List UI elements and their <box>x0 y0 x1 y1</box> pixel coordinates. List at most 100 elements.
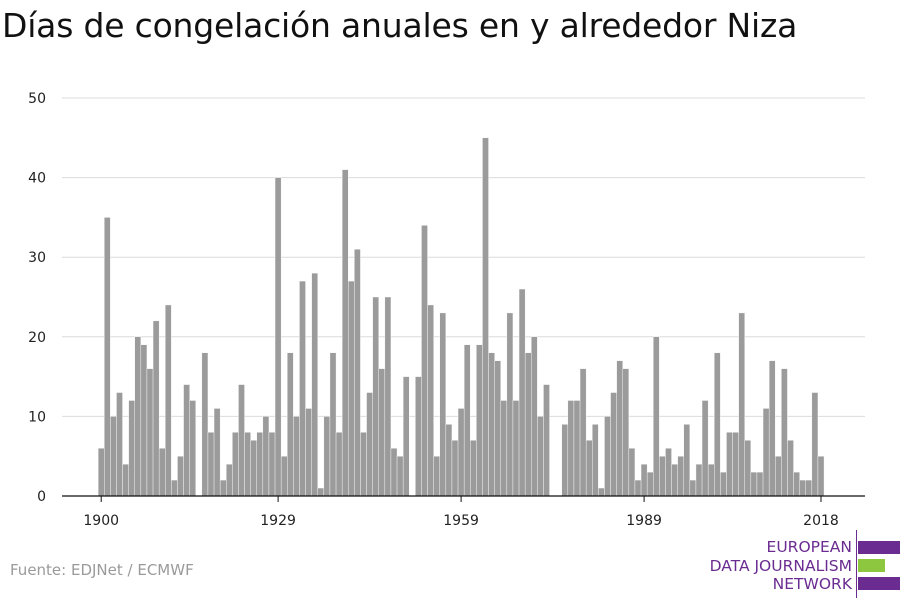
bar-1930 <box>280 456 288 497</box>
bar-2001 <box>714 352 721 497</box>
bar-1958 <box>451 440 459 497</box>
x-tick-label: 1959 <box>443 513 479 529</box>
bar-1915 <box>189 400 196 497</box>
bar-1996 <box>683 424 691 497</box>
bar-2016 <box>805 479 813 497</box>
bar-1957 <box>445 424 453 497</box>
x-tick-label: 2018 <box>803 513 839 529</box>
bar-1960 <box>463 344 471 497</box>
y-tick-label: 30 <box>28 250 46 266</box>
bar-1902 <box>110 416 117 497</box>
bar-1945 <box>372 296 379 497</box>
bar-1944 <box>366 392 373 497</box>
bar-1938 <box>329 352 337 497</box>
bar-2011 <box>775 456 782 497</box>
logo-divider <box>856 530 857 598</box>
bar-1907 <box>140 344 148 497</box>
bar-1981 <box>592 424 599 497</box>
bar-1979 <box>579 368 587 497</box>
bar-1948 <box>390 448 398 497</box>
bar-1953 <box>421 225 428 497</box>
y-tick-label: 20 <box>28 330 46 346</box>
y-tick-label: 0 <box>37 489 46 505</box>
bar-2005 <box>738 312 745 497</box>
bar-1928 <box>268 432 276 497</box>
x-tick-label: 1989 <box>626 513 662 529</box>
bar-1993 <box>665 448 672 497</box>
bar-2014 <box>793 471 800 497</box>
bar-1964 <box>488 352 495 497</box>
y-tick-label: 10 <box>28 409 46 425</box>
bar-1935 <box>311 272 318 497</box>
bar-1908 <box>146 368 154 497</box>
bar-1924 <box>244 432 251 497</box>
bar-1920 <box>219 479 227 497</box>
y-tick-label: 50 <box>28 91 46 107</box>
bar-1947 <box>384 296 392 497</box>
bar-1998 <box>695 463 703 497</box>
x-tick-label: 1929 <box>260 513 296 529</box>
bar-1919 <box>213 408 221 497</box>
bar-1992 <box>659 456 666 497</box>
bar-1946 <box>378 368 386 497</box>
bar-1990 <box>646 471 654 497</box>
bar-1943 <box>360 432 367 497</box>
bar-1932 <box>293 416 300 497</box>
bar-1914 <box>183 384 190 497</box>
bar-1933 <box>299 280 306 497</box>
bar-1909 <box>152 320 160 497</box>
bar-1937 <box>323 416 331 497</box>
bar-1984 <box>610 392 617 497</box>
bar-2017 <box>811 392 819 497</box>
bars <box>97 137 825 497</box>
bar-2010 <box>768 360 776 497</box>
bar-1965 <box>494 360 501 497</box>
bar-1985 <box>616 360 623 497</box>
bar-1931 <box>287 352 294 497</box>
logo-bar-green <box>858 559 885 572</box>
bar-1962 <box>476 344 483 497</box>
source-note: Fuente: EDJNet / ECMWF <box>10 561 194 579</box>
bar-1970 <box>524 352 532 497</box>
bar-1913 <box>177 456 184 497</box>
bar-1973 <box>543 384 550 497</box>
bar-1927 <box>262 416 270 497</box>
bar-1954 <box>427 304 434 497</box>
bar-1963 <box>482 137 489 497</box>
bar-1929 <box>274 177 282 497</box>
bar-1987 <box>628 448 636 497</box>
bar-2013 <box>787 440 794 497</box>
bar-2006 <box>744 440 752 497</box>
bar-1923 <box>238 384 245 497</box>
bar-1900 <box>97 448 105 497</box>
bar-2018 <box>817 456 825 497</box>
bar-1926 <box>256 432 264 497</box>
bar-1977 <box>567 400 575 497</box>
logo-line-data-journalism: DATA JOURNALISM <box>709 557 852 575</box>
bar-1942 <box>354 249 361 497</box>
bar-1991 <box>653 336 660 497</box>
bar-1968 <box>512 400 520 497</box>
bar-1966 <box>500 400 508 497</box>
x-axis <box>62 495 865 502</box>
bar-1959 <box>457 408 465 497</box>
bar-1918 <box>207 432 215 497</box>
bar-2004 <box>732 432 739 497</box>
bar-1955 <box>433 456 440 497</box>
bar-1976 <box>561 424 569 497</box>
bar-1950 <box>402 376 410 497</box>
bar-2007 <box>750 471 758 497</box>
bar-1901 <box>104 217 111 497</box>
y-axis-labels: 0 10 20 30 40 50 <box>28 91 46 505</box>
bar-1967 <box>506 312 514 497</box>
bar-1906 <box>134 336 142 497</box>
bar-1988 <box>634 479 642 497</box>
bar-1940 <box>341 169 349 497</box>
bar-2000 <box>707 463 715 497</box>
bar-1982 <box>598 487 605 497</box>
bar-1956 <box>439 312 447 497</box>
logo-line-network: NETWORK <box>772 575 852 593</box>
bar-1997 <box>689 479 697 497</box>
bar-1969 <box>518 288 526 497</box>
